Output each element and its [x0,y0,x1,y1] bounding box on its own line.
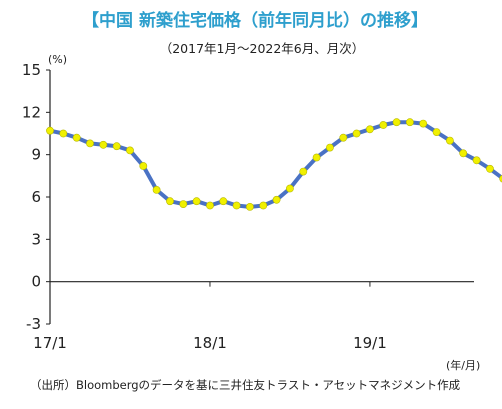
data-point [312,153,321,162]
data-point [299,167,308,176]
y-axis-unit: (%) [48,53,67,66]
y-tick-label: 12 [22,103,41,121]
data-point [152,185,161,194]
data-point [166,197,174,206]
data-point [112,142,121,151]
data-point [339,133,348,142]
axes [49,70,474,324]
data-point [432,128,441,136]
data-point [59,129,68,138]
data-point [459,149,468,158]
y-ticks: -3 0 3 6 9 12 15 [22,61,50,333]
x-tick-label: 17/1 [33,334,67,352]
data-point [219,197,228,206]
y-tick-label: 0 [31,273,41,291]
chart-subtitle: （2017年1月～2022年6月、月次） [160,41,365,56]
data-point [419,119,428,128]
x-ticks: 17/118/119/120/121/122/1 [33,281,387,352]
x-tick-label: 19/1 [353,334,387,352]
data-point [99,140,108,149]
data-point [72,133,81,142]
data-point [232,201,241,210]
data-point [139,162,148,170]
data-point [472,156,481,165]
data-point [272,195,281,204]
data-point [126,146,134,155]
data-point [259,201,268,210]
data-point [325,143,334,152]
y-tick-label: 6 [31,188,41,206]
y-tick-label: 9 [31,146,41,164]
x-tick-label: 18/1 [193,334,227,352]
data-point [245,202,254,211]
y-tick-label: 15 [22,61,41,79]
data-point [445,136,454,145]
chart-title: 【中国 新築住宅価格（前年同月比）の推移】 [82,10,428,31]
y-tick-label: -3 [26,315,41,333]
series [46,118,502,211]
data-point [365,125,374,134]
data-point [485,164,494,173]
data-point [285,184,294,193]
data-point [86,139,94,148]
data-point [352,129,361,138]
data-point [46,126,54,135]
data-point [206,201,214,210]
data-point [499,174,502,183]
y-tick-label: 3 [31,230,41,248]
x-axis-unit: (年/月) [446,358,480,372]
data-point [392,118,401,127]
data-point [192,197,201,206]
data-point [179,200,188,208]
source-note: （出所）Bloombergのデータを基に三井住友トラスト・アセットマネジメント作… [30,378,461,392]
data-point [405,118,414,127]
data-point [379,121,388,129]
